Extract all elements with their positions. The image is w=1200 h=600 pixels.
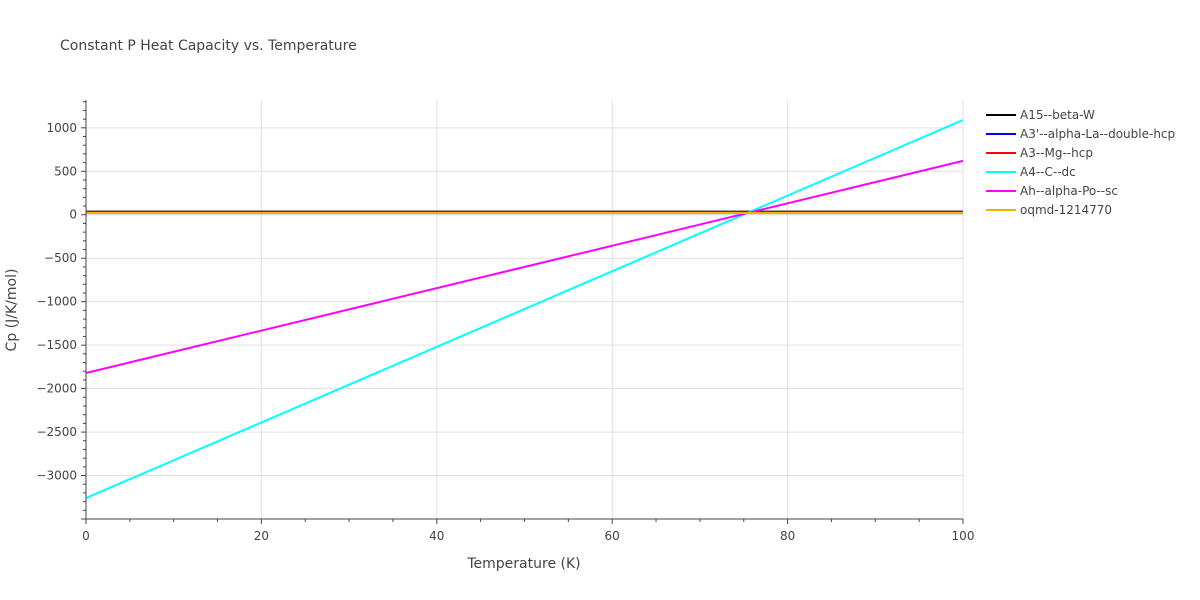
legend-item[interactable]: A3--Mg--hcp xyxy=(986,146,1093,160)
legend-label: A3'--alpha-La--double-hcp xyxy=(1020,127,1175,141)
y-axis-ticks: −3000 −2500 −2000 −1500 −1000 −500 0 500 1000 xyxy=(36,121,77,483)
grid xyxy=(86,100,964,519)
y-tick-label: 0 xyxy=(69,208,77,222)
legend-label: oqmd-1214770 xyxy=(1020,203,1112,217)
y-tick-label: −2000 xyxy=(36,382,77,396)
y-tick-label: −2500 xyxy=(36,425,77,439)
x-tick-label: 60 xyxy=(605,529,620,543)
legend-label: A4--C--dc xyxy=(1020,165,1076,179)
y-axis-title: Cp (J/K/mol) xyxy=(4,269,20,352)
legend-item[interactable]: A15--beta-W xyxy=(986,108,1095,122)
y-tick-label: −3000 xyxy=(36,469,77,483)
x-tick-label: 0 xyxy=(82,529,90,543)
x-tick-label: 40 xyxy=(429,529,444,543)
legend-item[interactable]: A4--C--dc xyxy=(986,165,1076,179)
x-tick-label: 20 xyxy=(254,529,269,543)
x-axis-title: Temperature (K) xyxy=(466,556,580,572)
legend-item[interactable]: oqmd-1214770 xyxy=(986,203,1112,217)
legend-label: Ah--alpha-Po--sc xyxy=(1020,184,1118,198)
y-tick-label: −1000 xyxy=(36,295,77,309)
x-axis-ticks: 0 20 40 60 80 100 xyxy=(82,529,974,543)
x-tick-label: 80 xyxy=(780,529,795,543)
chart-title: Constant P Heat Capacity vs. Temperature xyxy=(60,38,357,54)
legend-label: A3--Mg--hcp xyxy=(1020,146,1093,160)
axes xyxy=(81,100,964,524)
legend-item[interactable]: A3'--alpha-La--double-hcp xyxy=(986,127,1175,141)
y-tick-label: −500 xyxy=(44,251,77,265)
legend-item[interactable]: Ah--alpha-Po--sc xyxy=(986,184,1118,198)
series-line-A4--C--dc xyxy=(85,119,964,500)
y-tick-label: 1000 xyxy=(46,121,77,135)
x-tick-label: 100 xyxy=(952,529,975,543)
series-line-Ah--alpha-Po--sc xyxy=(85,159,964,374)
y-tick-label: 500 xyxy=(54,164,77,178)
series-lines xyxy=(85,119,964,500)
y-tick-label: −1500 xyxy=(36,338,77,352)
legend: A15--beta-W A3'--alpha-La--double-hcp A3--… xyxy=(986,108,1175,217)
legend-label: A15--beta-W xyxy=(1020,108,1095,122)
